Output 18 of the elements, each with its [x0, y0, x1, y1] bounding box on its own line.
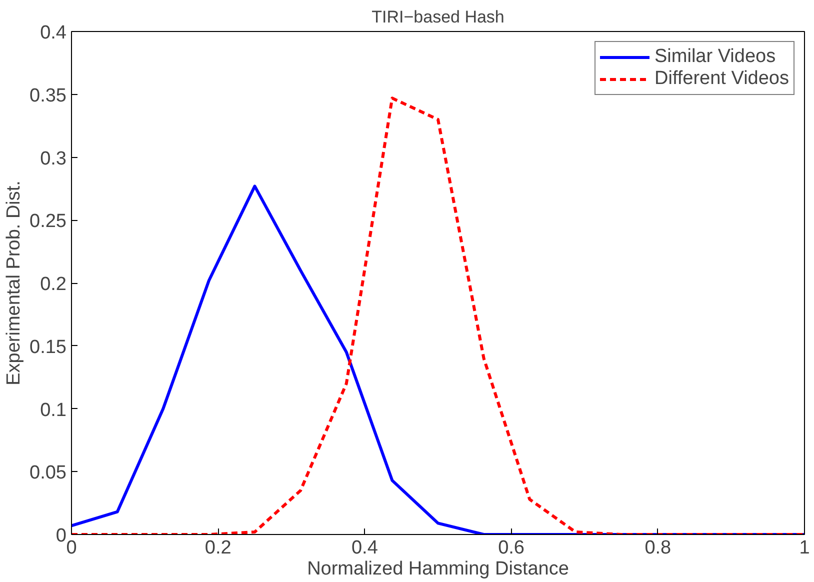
legend-label: Different Videos — [654, 68, 789, 90]
x-tick-label: 0.6 — [498, 538, 525, 558]
x-tick-label: 0.8 — [644, 538, 672, 558]
y-tick-label: 0.05 — [30, 462, 67, 484]
y-tick-label: 0.2 — [40, 274, 67, 295]
y-tick-label: 0.15 — [30, 336, 67, 358]
y-tick-label: 0.3 — [40, 148, 67, 170]
legend-label: Similar Videos — [654, 46, 776, 68]
y-tick-label: 0.25 — [30, 211, 67, 232]
y-axis-title: Experimental Prob. Dist. — [4, 180, 25, 386]
y-tick-label: 0.1 — [40, 400, 67, 421]
x-tick-label: 0.2 — [204, 538, 232, 558]
x-tick-label: 0.4 — [351, 538, 378, 558]
y-tick-label: 0.4 — [40, 22, 67, 44]
x-tick-label: 1 — [799, 538, 810, 558]
chart-title: TIRI−based Hash — [372, 8, 504, 26]
x-axis-title: Normalized Hamming Distance — [307, 558, 569, 580]
y-tick-label: 0.35 — [30, 85, 67, 106]
